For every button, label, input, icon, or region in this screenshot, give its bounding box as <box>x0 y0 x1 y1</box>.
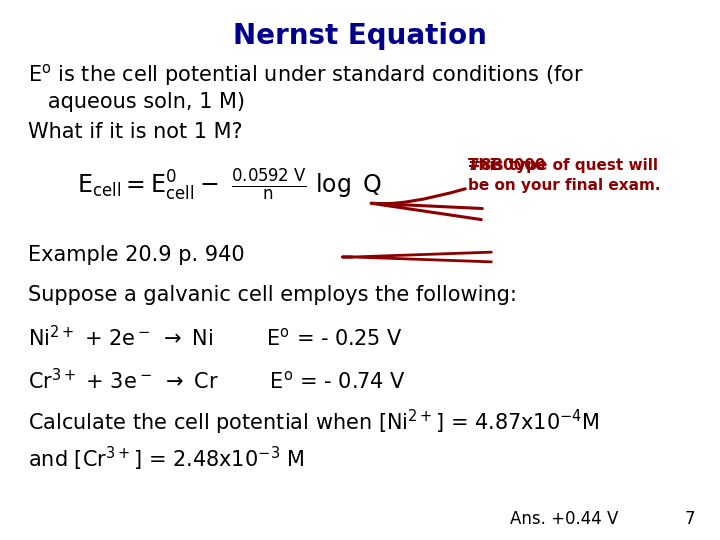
Text: Cr$^{3+}$ + 3e$^-$ $\rightarrow$ Cr        E$^\mathrm{o}$ = - 0.74 V: Cr$^{3+}$ + 3e$^-$ $\rightarrow$ Cr E$^\… <box>28 368 405 393</box>
Text: #8B0000: #8B0000 <box>468 158 546 173</box>
Text: be on your final exam.: be on your final exam. <box>468 178 660 193</box>
Text: E$^\mathrm{o}$ is the cell potential under standard conditions (for: E$^\mathrm{o}$ is the cell potential und… <box>28 62 584 88</box>
Text: Example 20.9 p. 940: Example 20.9 p. 940 <box>28 245 245 265</box>
Text: Nernst Equation: Nernst Equation <box>233 22 487 50</box>
Text: aqueous soln, 1 M): aqueous soln, 1 M) <box>28 92 245 112</box>
Text: Ni$^{2+}$ + 2e$^-$ $\rightarrow$ Ni        E$^\mathrm{o}$ = - 0.25 V: Ni$^{2+}$ + 2e$^-$ $\rightarrow$ Ni E$^\… <box>28 325 402 350</box>
Text: Calculate the cell potential when [Ni$^{2+}$] = 4.87x10$^{-4}$M: Calculate the cell potential when [Ni$^{… <box>28 408 600 437</box>
Text: This type of quest will: This type of quest will <box>468 158 658 173</box>
Text: 7: 7 <box>685 510 696 528</box>
Text: Suppose a galvanic cell employs the following:: Suppose a galvanic cell employs the foll… <box>28 285 517 305</box>
Text: Ans. +0.44 V: Ans. +0.44 V <box>510 510 618 528</box>
Text: $\mathrm{E_{cell} = E^0_{cell} -\ \frac{0.0592\ V}{n}\ \log\ Q}$: $\mathrm{E_{cell} = E^0_{cell} -\ \frac{… <box>77 167 382 202</box>
Text: and [Cr$^{3+}$] = 2.48x10$^{-3}$ M: and [Cr$^{3+}$] = 2.48x10$^{-3}$ M <box>28 445 305 473</box>
Text: What if it is not 1 M?: What if it is not 1 M? <box>28 122 243 142</box>
